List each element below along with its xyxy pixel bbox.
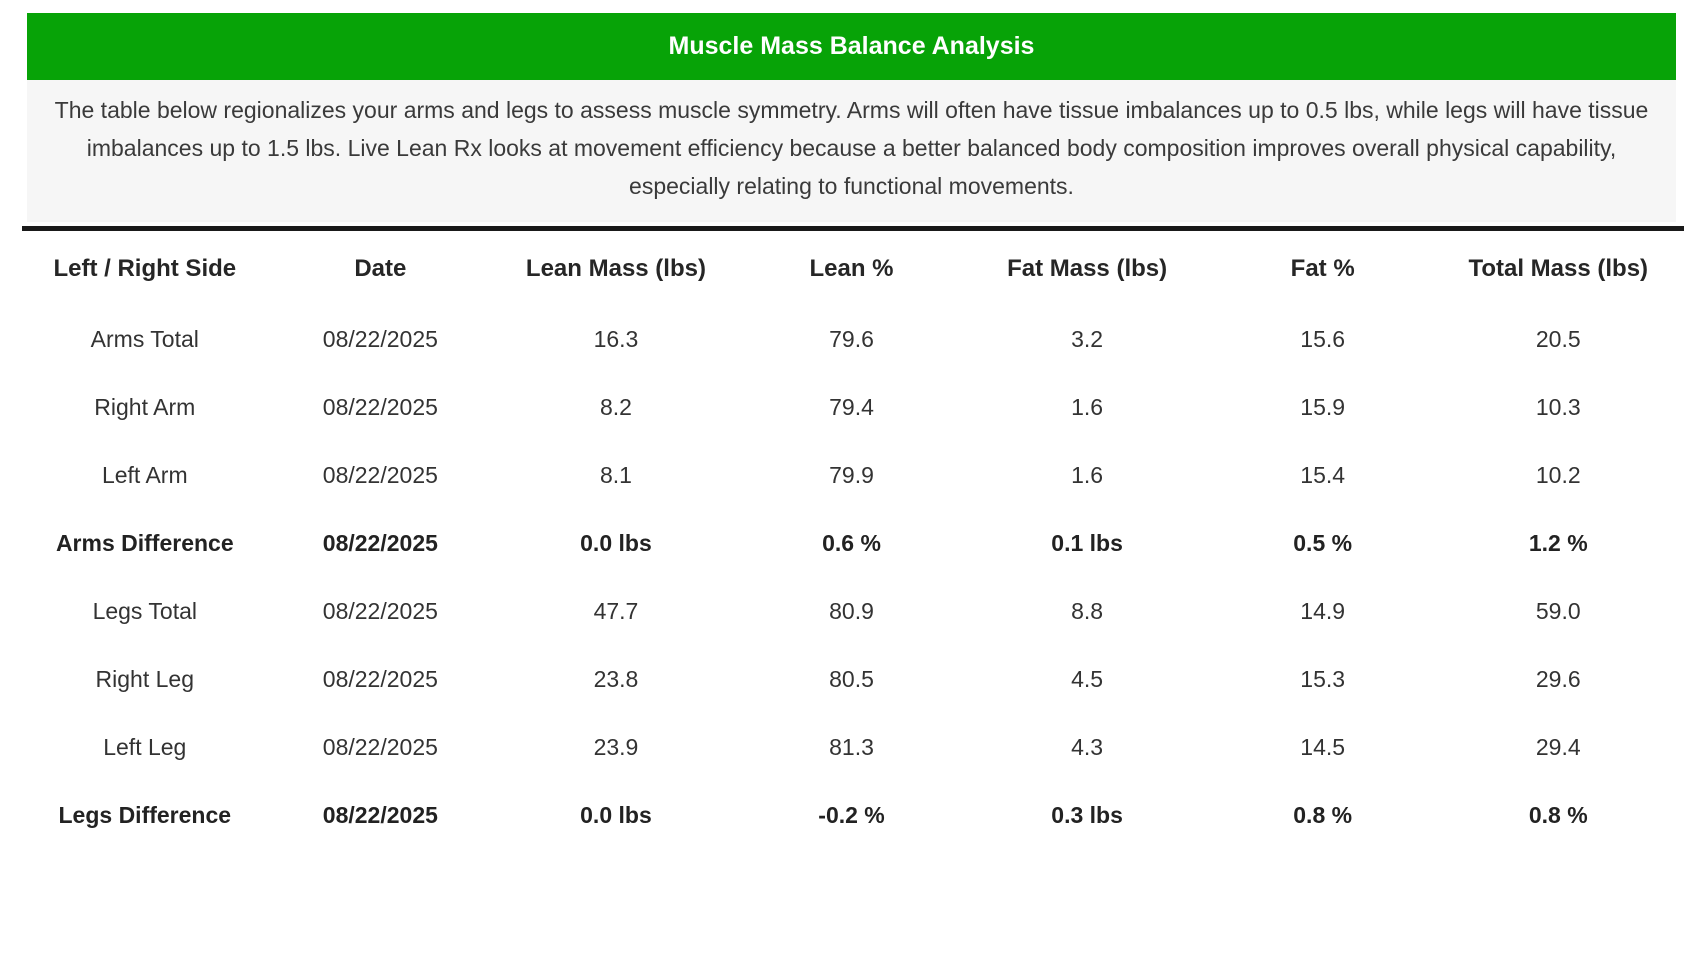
table-cell: 8.8 (1071, 597, 1104, 624)
column-header: Left / Right Side (53, 255, 237, 282)
column-header: Fat Mass (lbs) (1007, 255, 1168, 282)
table-cell: 15.3 (1300, 665, 1346, 692)
table-cell: -0.2 % (818, 801, 885, 828)
table-cell: 0.5 % (1293, 529, 1353, 556)
table-row: Arms Difference 08/22/2025 0.0 lbs 0.6 % 0.1… (27, 509, 1676, 577)
row-label: Left Arm (101, 461, 188, 488)
table-header-row: Left / Right Side Date Lean Mass (lbs) Lean… (27, 233, 1676, 305)
table-cell: 1.6 (1071, 461, 1104, 488)
table-cell: 0.6 % (822, 529, 881, 556)
row-label: Right Arm (94, 393, 196, 420)
table-cell: 8.2 (599, 393, 632, 420)
row-label: Right Leg (95, 665, 195, 692)
table-cell: 29.6 (1535, 665, 1581, 692)
table-cell: 29.4 (1535, 733, 1581, 760)
table-cell: 16.3 (593, 325, 639, 352)
table-cell: 81.3 (829, 733, 874, 760)
balance-table: Left / Right Side Date Lean Mass (lbs) Lean… (27, 233, 1676, 849)
table-cell: 15.6 (1300, 325, 1346, 352)
table-cell: 80.9 (829, 597, 874, 624)
title-banner: Muscle Mass Balance Analysis (27, 13, 1676, 80)
table-cell: 3.2 (1071, 325, 1104, 352)
table-cell: 08/22/2025 (322, 325, 438, 352)
table-cell: 79.6 (829, 325, 874, 352)
table-cell: 0.3 lbs (1051, 801, 1123, 828)
table-cell: 14.9 (1300, 597, 1346, 624)
table-cell: 0.8 % (1528, 801, 1588, 828)
table-cell: 08/22/2025 (322, 665, 438, 692)
table-row: Left Arm 08/22/2025 8.1 79.9 1.6 15.4 10.2 (27, 441, 1676, 509)
table-cell: 1.6 (1071, 393, 1104, 420)
table-cell: 20.5 (1535, 325, 1581, 352)
column-header: Lean % (809, 255, 894, 282)
table-cell: 14.5 (1300, 733, 1346, 760)
table-cell: 10.2 (1535, 461, 1581, 488)
table-cell: 0.0 lbs (580, 801, 652, 828)
column-header: Total Mass (lbs) (1468, 255, 1649, 282)
table-cell: 79.4 (829, 393, 874, 420)
column-header: Date (354, 255, 407, 282)
page-title: Muscle Mass Balance Analysis (668, 32, 1035, 60)
row-label: Left Leg (103, 733, 187, 760)
column-header: Lean Mass (lbs) (525, 255, 706, 282)
table-cell: 1.2 % (1528, 529, 1588, 556)
table-cell: 0.8 % (1293, 801, 1353, 828)
table-cell: 4.3 (1071, 733, 1104, 760)
table-cell: 15.9 (1300, 393, 1346, 420)
table-cell: 08/22/2025 (322, 597, 438, 624)
table-cell: 0.0 lbs (580, 529, 652, 556)
table-cell: 59.0 (1535, 597, 1581, 624)
table-cell: 23.8 (593, 665, 639, 692)
table-cell: 08/22/2025 (322, 529, 438, 556)
row-label: Arms Total (90, 325, 199, 352)
table-cell: 08/22/2025 (322, 801, 438, 828)
column-header: Fat % (1290, 255, 1355, 282)
table-cell: 08/22/2025 (322, 461, 438, 488)
table-cell: 08/22/2025 (322, 393, 438, 420)
row-label: Arms Difference (55, 529, 234, 556)
table-cell: 47.7 (593, 597, 639, 624)
table-row: Right Leg 08/22/2025 23.8 80.5 4.5 15.3 29.6 (27, 645, 1676, 713)
table-cell: 10.3 (1535, 393, 1581, 420)
table-cell: 15.4 (1300, 461, 1346, 488)
table-cell: 23.9 (593, 733, 639, 760)
report-description: The table below regionalizes your arms a… (27, 80, 1676, 222)
table-row: Left Leg 08/22/2025 23.9 81.3 4.3 14.5 29.4 (27, 713, 1676, 781)
muscle-mass-balance-report: Muscle Mass Balance Analysis The table b… (0, 13, 1692, 849)
table-cell: 4.5 (1071, 665, 1104, 692)
table-row: Legs Total 08/22/2025 47.7 80.9 8.8 14.9 59.0 (27, 577, 1676, 645)
row-label: Legs Difference (58, 801, 232, 828)
table-cell: 08/22/2025 (322, 733, 438, 760)
table-cell: 8.1 (599, 461, 632, 488)
table-cell: 0.1 lbs (1051, 529, 1123, 556)
table-cell: 80.5 (829, 665, 874, 692)
row-label: Legs Total (92, 597, 197, 624)
table-row: Arms Total 08/22/2025 16.3 79.6 3.2 15.6 20.5 (27, 305, 1676, 373)
table-row: Right Arm 08/22/2025 8.2 79.4 1.6 15.9 10.3 (27, 373, 1676, 441)
section-divider (22, 226, 1684, 231)
table-cell: 79.9 (829, 461, 874, 488)
table-row: Legs Difference 08/22/2025 0.0 lbs -0.2 % 0.… (27, 781, 1676, 849)
